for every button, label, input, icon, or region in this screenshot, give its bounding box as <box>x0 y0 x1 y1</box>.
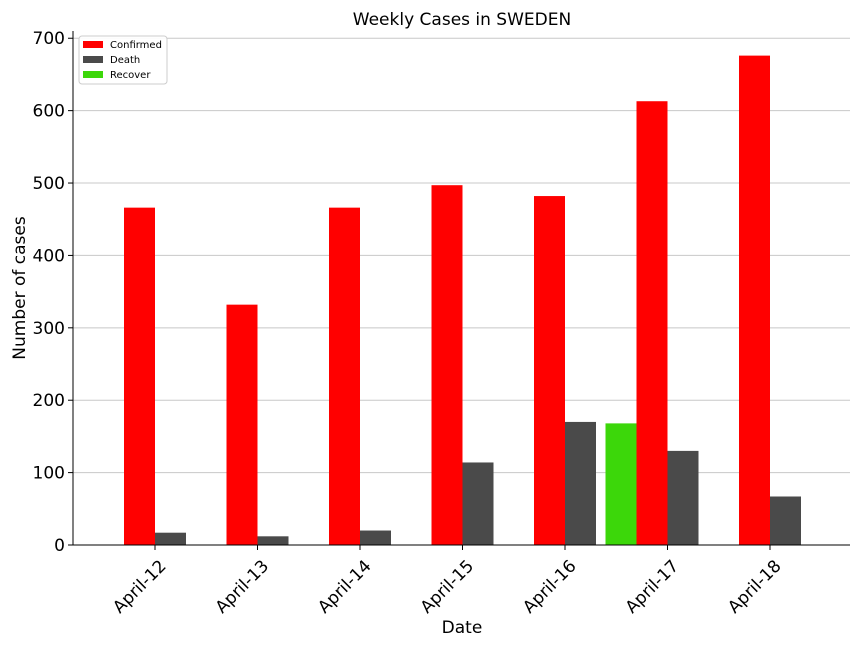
bar-confirmed-april-13 <box>226 304 258 545</box>
bar-death-april-14 <box>360 530 391 545</box>
y-tick-label: 200 <box>33 391 65 411</box>
legend-swatch-confirmed <box>83 41 103 48</box>
x-ticks: April-12 April-13 April-14 April-15 April-16… <box>109 545 786 618</box>
legend: Confirmed Death Recover <box>78 35 168 85</box>
y-tick-label: 0 <box>54 536 65 556</box>
y-tick-label: 500 <box>33 174 65 194</box>
x-axis-title: Date <box>442 618 483 638</box>
bar-death-april-13 <box>257 536 289 545</box>
y-tick-label: 100 <box>33 464 65 484</box>
x-tick-label: April-17 <box>622 556 683 617</box>
x-tick-label: April-14 <box>314 556 375 617</box>
y-tick-label: 300 <box>33 319 65 339</box>
bar-recover-april-17 <box>605 423 637 545</box>
bar-confirmed-april-15 <box>431 185 463 545</box>
bar-confirmed-april-12 <box>124 207 155 545</box>
legend-label-death: Death <box>110 55 140 66</box>
x-tick-label: April-16 <box>519 556 580 617</box>
y-tick-label: 700 <box>33 29 65 49</box>
legend-swatch-recover <box>83 71 103 78</box>
bar-death-april-17 <box>667 450 699 545</box>
bar-confirmed-april-17 <box>636 101 668 545</box>
bar-death-april-16 <box>565 421 596 545</box>
bar-confirmed-april-14 <box>329 207 360 545</box>
bar-confirmed-april-18 <box>739 55 770 546</box>
x-tick-label: April-12 <box>109 556 170 617</box>
y-tick-label: 600 <box>33 102 65 122</box>
x-tick-label: April-15 <box>417 556 478 617</box>
y-tick-label: 400 <box>33 246 65 266</box>
y-ticks: 0 100 200 300 400 500 600 700 <box>33 29 73 556</box>
legend-label-recover: Recover <box>110 70 151 81</box>
bar-confirmed-april-16 <box>534 196 565 546</box>
bar-death-april-15 <box>462 462 494 545</box>
legend-label-confirmed: Confirmed <box>110 40 162 51</box>
bar-death-april-12 <box>155 532 186 545</box>
legend-swatch-death <box>83 56 103 63</box>
x-tick-label: April-13 <box>212 556 273 617</box>
bars <box>124 55 801 546</box>
x-tick-label: April-18 <box>724 556 785 617</box>
y-axis-title: Number of cases <box>10 216 30 360</box>
chart-title: Weekly Cases in SWEDEN <box>353 10 571 30</box>
bar-death-april-18 <box>770 496 801 545</box>
axes <box>72 31 850 546</box>
